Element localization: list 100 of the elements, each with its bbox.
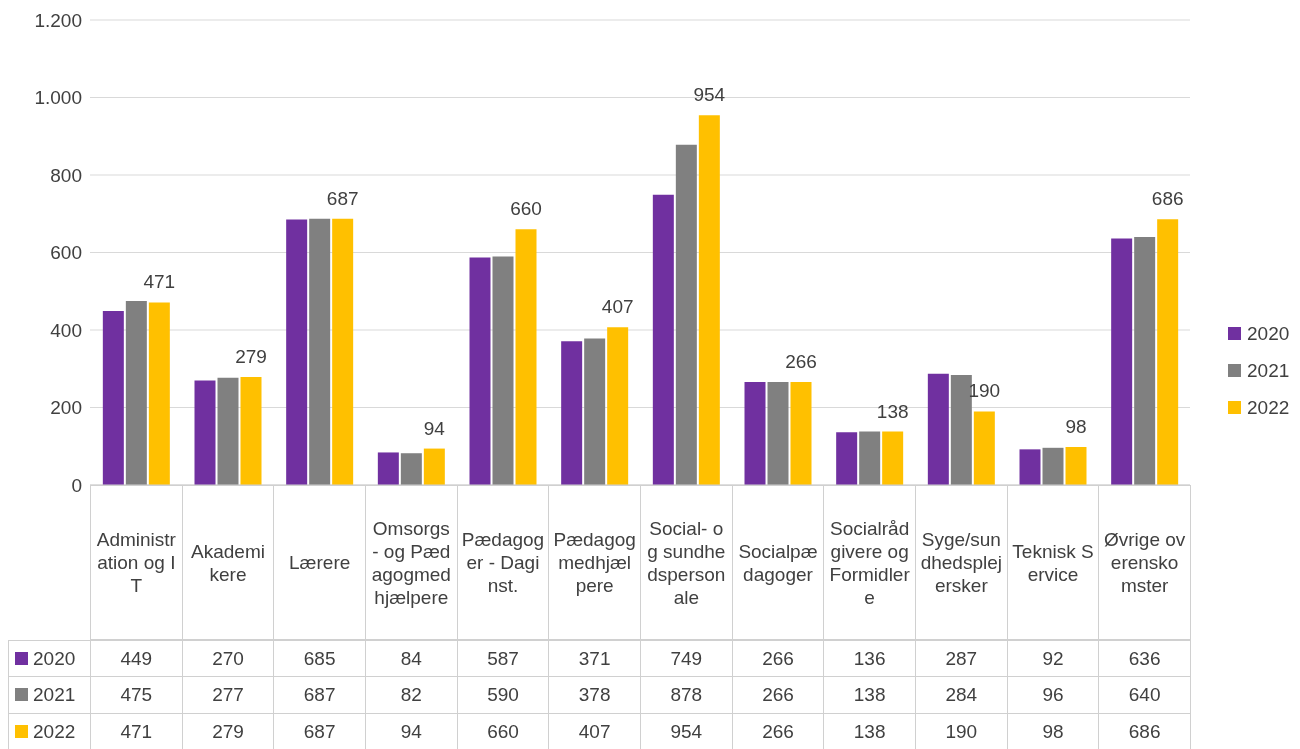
bar <box>1065 447 1087 485</box>
data-label: 270 <box>181 640 275 678</box>
bar <box>240 376 262 485</box>
bar <box>1019 449 1041 485</box>
bar <box>882 431 904 485</box>
bar <box>1157 219 1179 485</box>
data-label: 136 <box>823 640 916 678</box>
bar <box>423 448 445 485</box>
y-tick-label: 1.200 <box>34 9 82 31</box>
data-label: 371 <box>548 640 641 678</box>
legend-label: 2021 <box>1246 359 1290 383</box>
text: 266 <box>785 350 817 372</box>
bar <box>194 380 216 485</box>
bar <box>148 302 170 485</box>
data-label: 82 <box>365 676 458 714</box>
text: 471 <box>143 271 176 293</box>
legend-label: 2020 <box>1246 322 1290 346</box>
data-label: 471 <box>90 712 183 749</box>
text: 94 <box>423 417 445 439</box>
x-tick-label: Socialpædagoger <box>731 485 825 640</box>
data-label: 954 <box>640 712 733 749</box>
x-tick-label: Lærere <box>273 485 366 640</box>
x-tick-label: Social- og sundhedspersonale <box>640 485 733 640</box>
bar <box>1111 238 1133 485</box>
data-label: 878 <box>640 676 733 714</box>
bar <box>309 218 331 485</box>
data-label: 449 <box>90 640 183 678</box>
bar <box>492 256 514 485</box>
bar <box>675 144 697 485</box>
bar <box>836 432 858 485</box>
bar <box>469 257 491 485</box>
bar <box>744 381 766 485</box>
data-label: 590 <box>456 676 550 714</box>
bar <box>652 194 674 485</box>
text: 660 <box>510 198 542 220</box>
bar <box>125 300 147 485</box>
bar <box>927 373 949 485</box>
data-label: 98 <box>1006 712 1100 749</box>
bar <box>973 411 995 485</box>
data-label: 84 <box>365 640 458 678</box>
text: 2022 <box>33 720 76 742</box>
bar <box>790 381 812 485</box>
text: 686 <box>1151 188 1184 210</box>
y-tick-label: 600 <box>50 242 82 264</box>
bar <box>217 377 239 485</box>
data-label: 266 <box>731 640 825 678</box>
legend-label: 2022 <box>1246 396 1290 420</box>
data-label: 92 <box>1006 640 1100 678</box>
data-label: 636 <box>1098 640 1191 678</box>
bar <box>859 431 881 485</box>
bar <box>767 381 789 485</box>
bar <box>1042 447 1064 485</box>
data-label: 266 <box>731 676 825 714</box>
x-tick-label: Pædagoger - Daginst. <box>456 485 550 640</box>
text: 279 <box>235 345 267 367</box>
y-tick-label: 0 <box>71 474 82 496</box>
x-tick-label: Akademikere <box>181 485 275 640</box>
data-label: 279 <box>181 712 275 749</box>
data-label: 94 <box>365 712 458 749</box>
data-label: 266 <box>731 712 825 749</box>
y-tick-label: 400 <box>50 319 82 341</box>
data-label: 284 <box>915 676 1008 714</box>
bar <box>102 311 124 485</box>
bar <box>332 218 354 485</box>
text: 687 <box>326 187 359 209</box>
data-label: 96 <box>1006 676 1100 714</box>
bar <box>950 374 972 485</box>
data-label: 660 <box>456 712 550 749</box>
bar <box>584 338 606 485</box>
data-label: 138 <box>823 712 916 749</box>
data-label: 686 <box>1098 712 1191 749</box>
data-label: 687 <box>273 712 366 749</box>
x-tick-label: Omsorgs- og Pædagogmedhjælpere <box>365 485 458 640</box>
bar <box>286 219 308 485</box>
data-label: 277 <box>181 676 275 714</box>
text: 407 <box>601 296 634 318</box>
text: 2021 <box>33 684 76 706</box>
data-label: 287 <box>915 640 1008 678</box>
data-label: 587 <box>456 640 550 678</box>
x-tick-label: Administration og IT <box>90 485 183 640</box>
y-tick-label: 200 <box>50 397 82 419</box>
bar <box>1134 237 1156 485</box>
bar <box>607 327 629 485</box>
text: 2020 <box>33 648 76 670</box>
text: 98 <box>1065 416 1087 438</box>
bar <box>561 341 583 485</box>
x-tick-label: Øvrige overenskomster <box>1098 485 1191 640</box>
data-label: 640 <box>1098 676 1191 714</box>
data-label: 378 <box>548 676 641 714</box>
data-label: 685 <box>273 640 366 678</box>
bar <box>400 453 422 485</box>
data-label: 475 <box>90 676 183 714</box>
data-label: 687 <box>273 676 366 714</box>
x-tick-label: Teknisk Service <box>1006 485 1100 640</box>
data-label: 407 <box>548 712 641 749</box>
x-tick-label: Syge/sundhedsplejersker <box>915 485 1008 640</box>
text: 954 <box>693 84 726 106</box>
data-label: 749 <box>640 640 733 678</box>
bar <box>698 115 720 485</box>
bar <box>515 229 537 485</box>
